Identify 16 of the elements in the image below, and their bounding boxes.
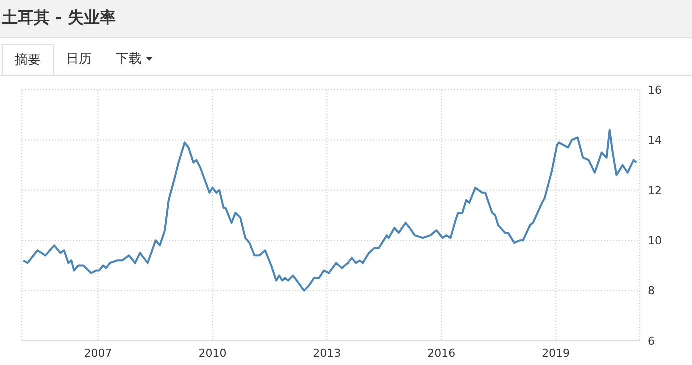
y-tick-label: 16 <box>648 84 662 97</box>
x-tick-label: 2013 <box>313 346 342 360</box>
text: 摘要 <box>2 44 54 75</box>
y-tick-label: 10 <box>648 234 662 248</box>
x-tick-label: 2019 <box>542 346 570 360</box>
x-tick-label: 2016 <box>428 346 456 360</box>
y-tick-label: 14 <box>648 134 662 148</box>
x-tick-label: 2010 <box>198 346 227 360</box>
chart-title: 土耳其 - 失业率 <box>0 0 692 38</box>
y-tick-label: 12 <box>648 184 662 198</box>
y-tick-label: 6 <box>648 334 655 348</box>
text: 日历 <box>65 51 93 69</box>
x-tick-label: 2007 <box>84 346 112 360</box>
text: 下载 <box>115 51 143 69</box>
y-tick-label: 8 <box>648 284 655 298</box>
line-series <box>22 129 638 292</box>
